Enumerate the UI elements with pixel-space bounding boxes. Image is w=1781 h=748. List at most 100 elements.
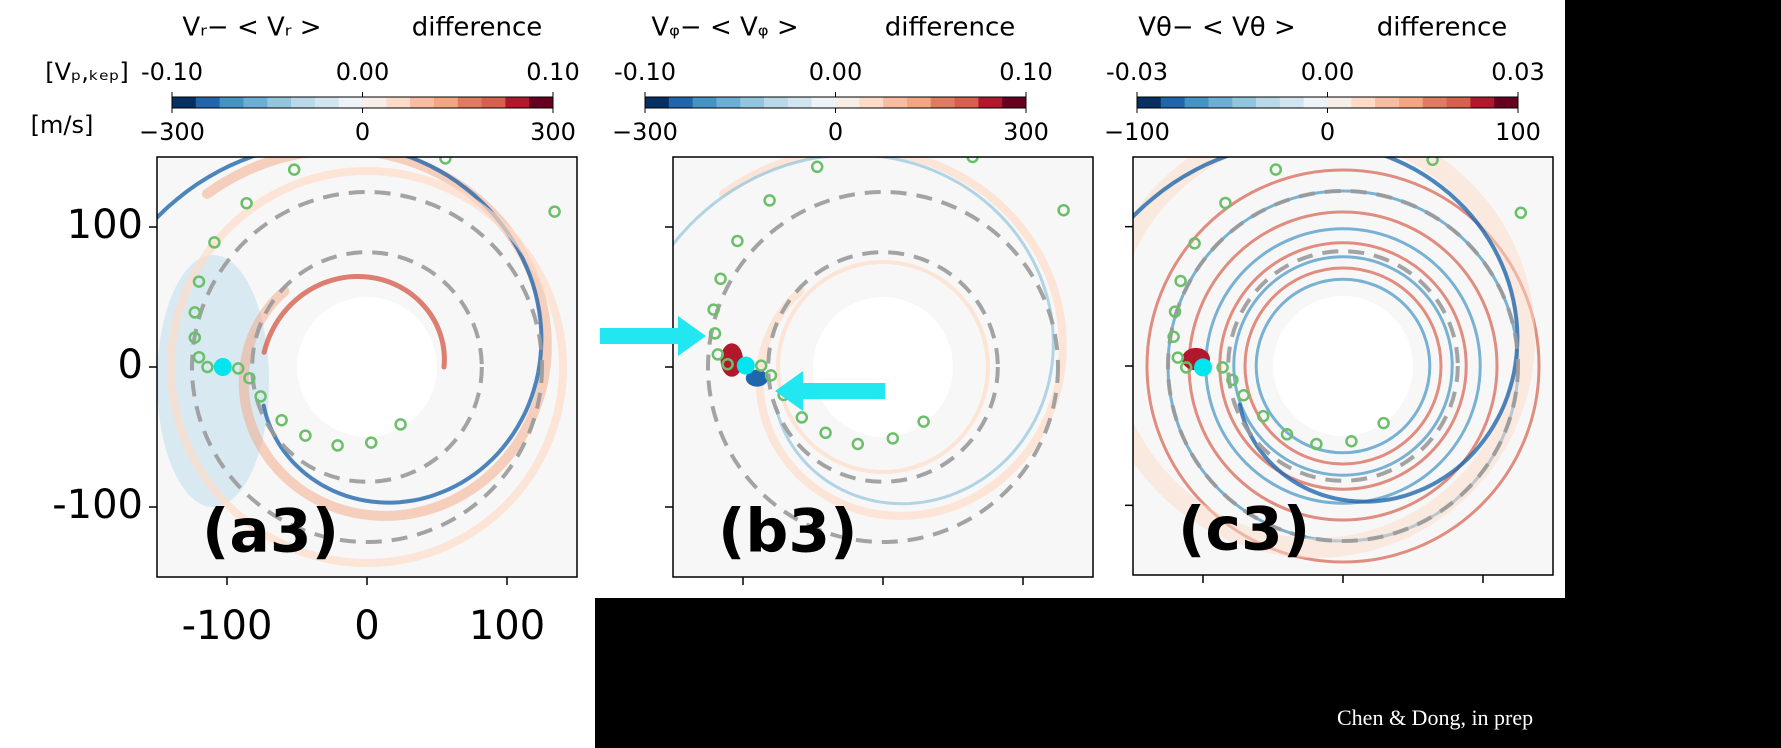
marker — [331, 439, 344, 452]
marker — [795, 411, 809, 424]
marker — [763, 194, 776, 207]
marker — [886, 432, 900, 445]
colorbar-segment — [716, 97, 741, 108]
marker — [764, 369, 778, 382]
colorbar-tick-label: −100 — [1104, 118, 1170, 146]
y-tick-label: 0 — [118, 342, 143, 388]
map-layer — [157, 157, 577, 577]
planet — [1194, 358, 1212, 377]
arrow — [775, 371, 885, 411]
colorbar-segment — [1470, 97, 1495, 108]
marker — [1168, 305, 1182, 318]
field-structure — [1254, 277, 1432, 455]
map-layer — [1133, 157, 1553, 575]
panel-subtitle: difference — [1377, 13, 1508, 43]
colorbar-segment — [1208, 97, 1233, 108]
map-layer — [673, 157, 1093, 577]
marker — [1188, 237, 1201, 250]
colorbar-segment — [1303, 97, 1328, 108]
marker — [1237, 389, 1250, 402]
colorbar-segment — [668, 97, 694, 108]
field-structure — [202, 157, 552, 521]
field-structure — [706, 190, 1060, 544]
inner-cavity — [813, 297, 953, 437]
marker — [1256, 409, 1270, 423]
colorbar-tick-label: 0.10 — [999, 58, 1052, 86]
colorbar-segment — [1232, 97, 1257, 108]
colorbar-segment — [314, 97, 340, 108]
colorbar-segment — [1446, 97, 1471, 108]
y-tick-label: 100 — [67, 202, 143, 248]
colorbar-segment — [1422, 97, 1448, 108]
colorbar-segment — [505, 97, 530, 108]
arrow — [600, 316, 706, 356]
marker — [240, 196, 253, 210]
field-structure — [167, 167, 567, 567]
colorbar-segment — [195, 97, 221, 108]
field-structure — [1226, 249, 1460, 483]
marker — [721, 357, 734, 371]
colorbar-tick-label: -0.10 — [614, 58, 676, 86]
marker — [192, 350, 206, 364]
colorbar-segment — [338, 97, 363, 108]
colorbar-segment — [1327, 97, 1352, 108]
colorbar-segment — [740, 97, 765, 108]
field-structure — [1218, 241, 1468, 491]
marker — [201, 360, 214, 374]
field-structure — [719, 157, 1067, 520]
panel-title: Vθ− < Vθ > — [1138, 13, 1296, 43]
marker — [714, 272, 727, 286]
colorbar-tick-label: 0 — [828, 118, 843, 146]
colorbar-segment — [219, 97, 244, 108]
field-structure — [1145, 168, 1541, 564]
panel-title: Vᵣ− < Vᵣ > — [182, 13, 321, 43]
marker — [548, 205, 561, 218]
marker — [708, 327, 722, 340]
colorbar-tick-label: 0.03 — [1491, 58, 1544, 86]
colorbar-tick-label: −300 — [139, 118, 205, 146]
colorbar-segment — [930, 97, 956, 108]
colorbar-segment — [1184, 97, 1209, 108]
colorbar-tick-label: 0.00 — [809, 58, 862, 86]
colorbar-segment — [291, 97, 316, 108]
marker — [1216, 361, 1229, 374]
marker — [287, 163, 301, 176]
marker — [1345, 434, 1358, 448]
colorbar-tick-label: −300 — [612, 118, 678, 146]
marker — [754, 359, 768, 372]
marker — [192, 275, 206, 288]
marker — [188, 331, 202, 344]
inner-cavity — [297, 297, 437, 437]
colorbar-tick-label: 0.00 — [1301, 58, 1354, 86]
marker — [1310, 437, 1323, 451]
colorbar-segment — [1375, 97, 1400, 108]
marker — [1377, 416, 1390, 430]
field-structure — [1133, 157, 1520, 504]
colorbar-segment — [835, 97, 860, 108]
x-tick-label: 100 — [469, 603, 545, 649]
colorbar-segment — [692, 97, 717, 108]
colorbar-segment — [433, 97, 459, 108]
colorbar-segment — [645, 97, 670, 108]
unit-label: [m/s] — [31, 111, 94, 139]
colorbar-segment — [362, 97, 387, 108]
colorbar-tick-label: 0.00 — [336, 58, 389, 86]
panel-subtitle: difference — [885, 13, 1016, 43]
field-structure — [1166, 189, 1520, 543]
unit-label: [Vₚ,ₖₑₚ] — [45, 58, 129, 86]
marker — [1057, 203, 1070, 217]
colorbar-segment — [883, 97, 908, 108]
panel-label: (c3) — [1178, 495, 1310, 565]
field-structure — [250, 250, 484, 484]
marker — [917, 415, 930, 428]
colorbar-segment — [1256, 97, 1281, 108]
marker — [275, 413, 288, 427]
x-tick-label: 0 — [354, 603, 379, 649]
colorbar-segment — [1137, 97, 1162, 108]
marker — [810, 160, 824, 174]
colorbar-tick-label: -0.10 — [141, 58, 203, 86]
colorbar-segment — [859, 97, 884, 108]
colorbar-tick-label: 100 — [1495, 118, 1541, 146]
marker — [711, 348, 725, 361]
